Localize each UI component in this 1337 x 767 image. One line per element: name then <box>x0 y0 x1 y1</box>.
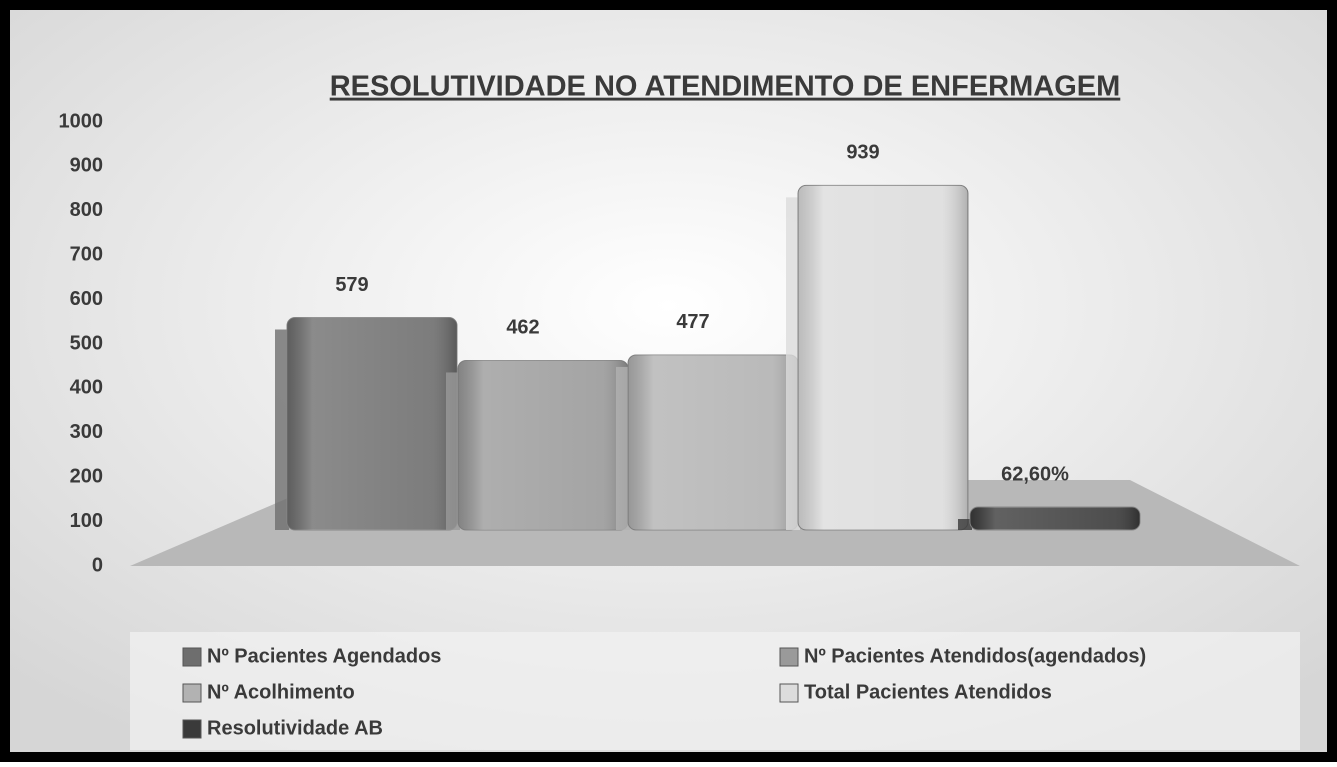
y-tick-label: 500 <box>70 332 103 354</box>
bar-shine <box>458 360 628 530</box>
y-tick-label: 700 <box>70 243 103 265</box>
bar-shine <box>970 507 1140 530</box>
y-tick-label: 100 <box>70 510 103 532</box>
y-tick-label: 600 <box>70 288 103 310</box>
bar-shine <box>287 317 457 530</box>
legend-label: Total Pacientes Atendidos <box>804 681 1052 703</box>
data-label: 477 <box>676 311 709 333</box>
data-label: 579 <box>335 274 368 296</box>
y-tick-label: 300 <box>70 421 103 443</box>
y-tick-label: 400 <box>70 377 103 399</box>
y-tick-label: 0 <box>92 554 103 576</box>
chart-title: RESOLUTIVIDADE NO ATENDIMENTO DE ENFERMA… <box>330 71 1121 103</box>
legend-label: Nº Pacientes Agendados <box>207 645 441 667</box>
legend-label: Nº Acolhimento <box>207 681 355 703</box>
data-label: 939 <box>846 142 879 164</box>
data-label: 462 <box>506 317 539 339</box>
legend-swatch <box>182 647 202 667</box>
y-tick-label: 1000 <box>59 110 104 132</box>
bar-side <box>275 329 289 530</box>
bar-shine <box>628 354 798 530</box>
bar-side <box>446 372 460 530</box>
y-tick-label: 900 <box>70 155 103 177</box>
bar-shine <box>798 185 968 530</box>
y-tick-label: 200 <box>70 465 103 487</box>
legend-swatch <box>182 683 202 703</box>
legend-swatch <box>182 719 202 739</box>
legend-swatch <box>779 647 799 667</box>
bar-side <box>616 366 630 530</box>
legend-box <box>130 632 1300 750</box>
legend-label: Resolutividade AB <box>207 717 383 739</box>
bar-side <box>786 197 800 530</box>
bar-side <box>958 519 972 530</box>
data-label: 62,60% <box>1001 463 1069 485</box>
legend-label: Nº Pacientes Atendidos(agendados) <box>804 645 1146 667</box>
y-tick-label: 800 <box>70 199 103 221</box>
legend-swatch <box>779 683 799 703</box>
